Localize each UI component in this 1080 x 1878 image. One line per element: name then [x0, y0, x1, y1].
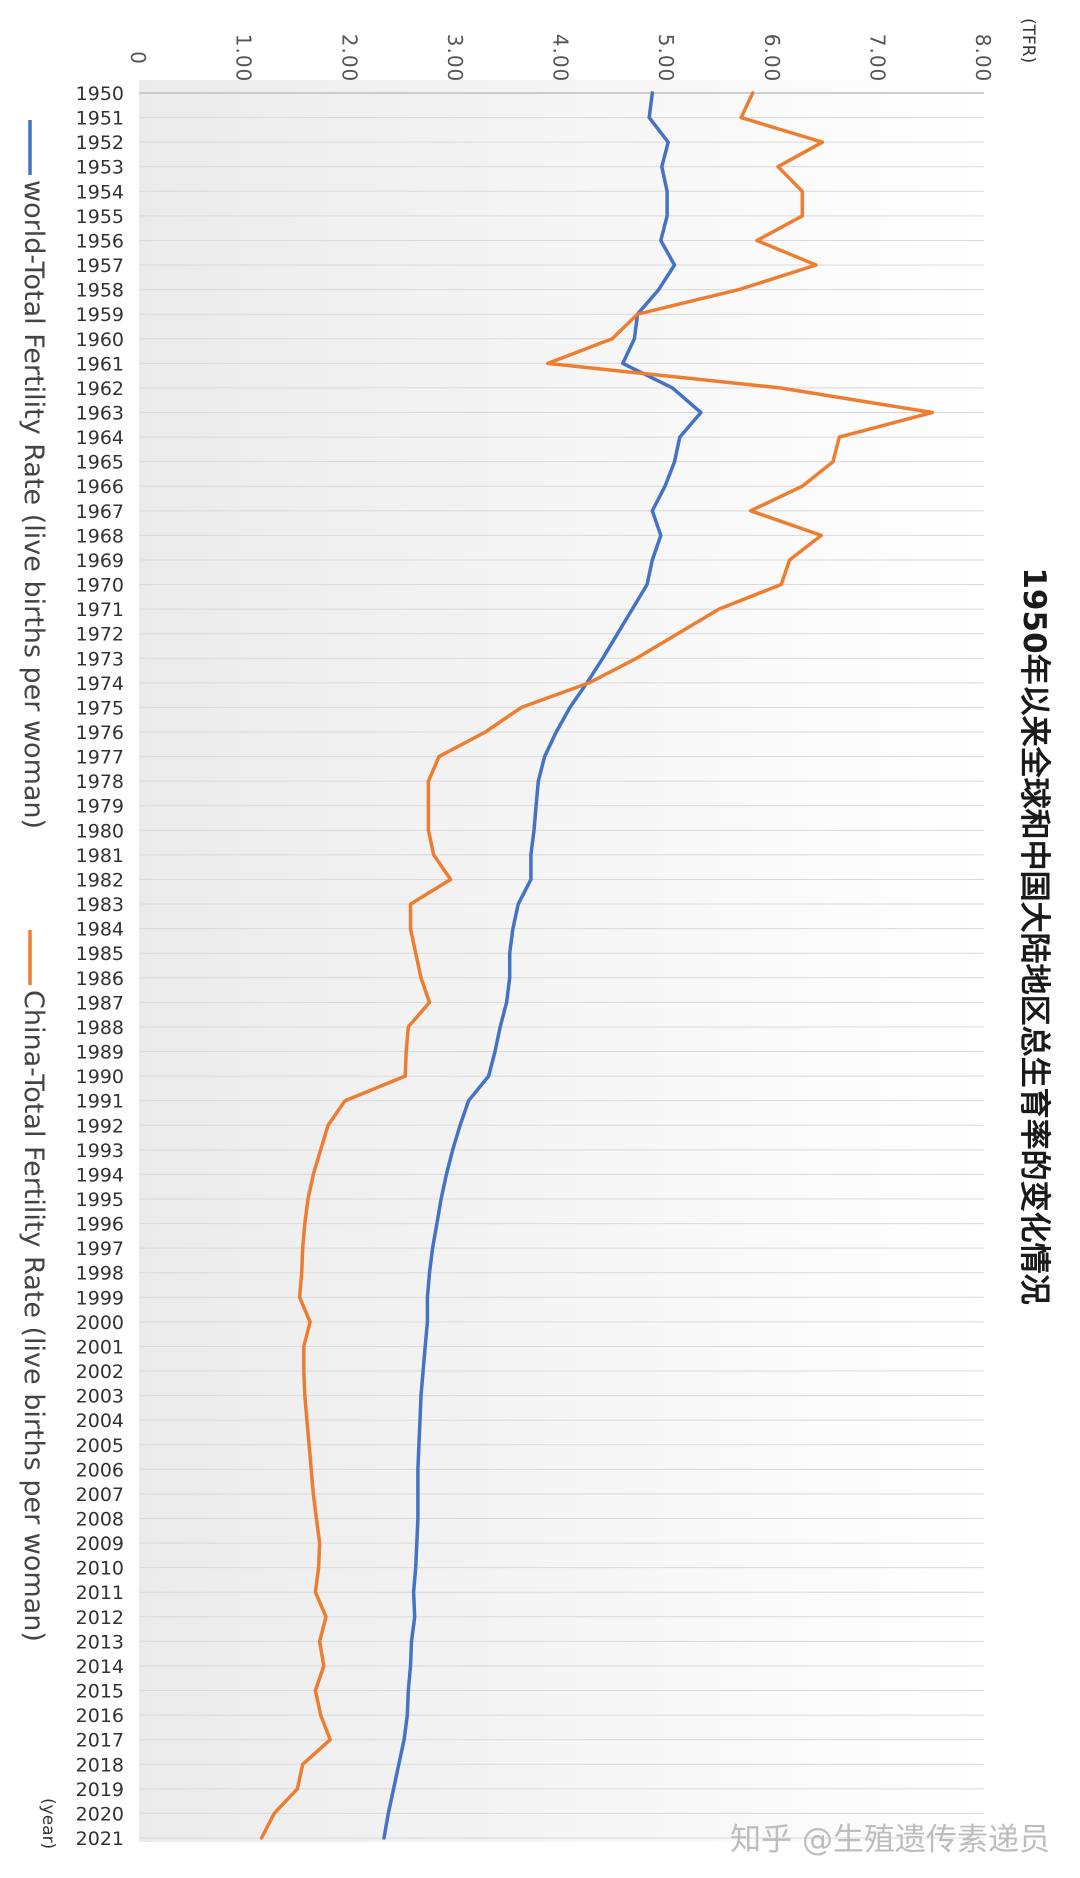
legend-label-china: China-Total Fertility Rate (live births … — [18, 990, 49, 1642]
year-tick-label: 1976 — [76, 722, 124, 744]
year-tick-label: 1995 — [76, 1189, 124, 1211]
year-tick-label: 1980 — [76, 820, 124, 842]
year-tick-label: 1998 — [76, 1263, 124, 1285]
year-tick-label: 1990 — [76, 1066, 124, 1088]
value-tick-label: 4.00 — [549, 34, 573, 83]
year-tick-label: 1972 — [76, 624, 124, 646]
year-tick-label: 2010 — [76, 1558, 124, 1580]
year-tick-label: 1973 — [76, 648, 124, 670]
year-tick-label: 2009 — [76, 1533, 124, 1555]
year-tick-label: 1988 — [76, 1017, 124, 1039]
year-tick-label: 1953 — [76, 157, 124, 179]
year-tick-label: 2004 — [76, 1410, 124, 1432]
year-tick-label: 1971 — [76, 599, 124, 621]
year-tick-label: 1975 — [76, 697, 124, 719]
year-tick-label: 1954 — [76, 181, 124, 203]
value-tick-label: 2.00 — [337, 34, 361, 83]
year-tick-label: 1955 — [76, 206, 124, 228]
year-tick-label: 1978 — [76, 771, 124, 793]
y-unit-label: (TFR) — [1018, 18, 1038, 63]
year-tick-label: 1957 — [76, 255, 124, 277]
year-tick-label: 1984 — [76, 919, 124, 941]
year-tick-label: 2008 — [76, 1508, 124, 1530]
series-lines — [259, 91, 934, 1840]
year-tick-label: 2005 — [76, 1435, 124, 1457]
year-tick-label: 1986 — [76, 968, 124, 990]
year-tick-label: 1970 — [76, 575, 124, 597]
year-tick-label: 1959 — [76, 304, 124, 326]
year-tick-label: 1977 — [76, 747, 124, 769]
chart-title: 1950年以来全球和中国大陆地区总生育率的变化情况 — [1016, 567, 1052, 1304]
year-tick-label: 1982 — [76, 869, 124, 891]
gridlines — [139, 92, 984, 1839]
year-tick-label: 1952 — [76, 132, 124, 154]
x-unit-label: (year) — [38, 1798, 58, 1849]
value-tick-label: 7.00 — [865, 34, 889, 83]
year-tick-label: 1966 — [76, 476, 124, 498]
year-tick-label: 1985 — [76, 943, 124, 965]
year-tick-label: 2001 — [76, 1336, 124, 1358]
watermark: 知乎 @生殖遗传素递员 — [730, 1822, 1050, 1858]
value-tick-label: 5.00 — [654, 34, 678, 83]
year-tick-label: 2017 — [76, 1730, 124, 1752]
year-tick-label: 2012 — [76, 1607, 124, 1629]
year-tick-label: 2016 — [76, 1705, 124, 1727]
year-tick-label: 1992 — [76, 1115, 124, 1137]
year-tick-label: 1950 — [76, 83, 124, 105]
year-tick-label: 1967 — [76, 501, 124, 523]
year-tick-label: 1964 — [76, 427, 124, 449]
year-tick-label: 1958 — [76, 280, 124, 302]
year-tick-label: 1951 — [76, 108, 124, 130]
year-tick-label: 2018 — [76, 1754, 124, 1776]
year-tick-label: 1989 — [76, 1042, 124, 1064]
value-tick-label: 8.00 — [971, 34, 995, 83]
legend-label-world: world-Total Fertility Rate (live births … — [18, 180, 49, 829]
year-tick-label: 2020 — [76, 1803, 124, 1825]
year-tick-label: 2002 — [76, 1361, 124, 1383]
year-tick-label: 1960 — [76, 329, 124, 351]
year-tick-label: 1994 — [76, 1164, 124, 1186]
value-tick-label: 3.00 — [443, 34, 467, 83]
year-tick-label: 1965 — [76, 452, 124, 474]
world-tfr-line — [382, 91, 703, 1840]
year-tick-label: 2015 — [76, 1681, 124, 1703]
value-tick-label: 0 — [126, 51, 150, 65]
year-tick-label: 1962 — [76, 378, 124, 400]
year-tick-label: 1987 — [76, 992, 124, 1014]
china-tfr-line — [259, 91, 934, 1840]
year-tick-label: 1999 — [76, 1287, 124, 1309]
year-tick-label: 2021 — [76, 1828, 124, 1850]
year-tick-label: 1961 — [76, 353, 124, 375]
value-tick-label: 1.00 — [232, 34, 256, 83]
year-tick-label: 1968 — [76, 525, 124, 547]
year-tick-label: 2007 — [76, 1484, 124, 1506]
year-tick-label: 2006 — [76, 1459, 124, 1481]
plot-area — [139, 80, 984, 1842]
year-tick-label: 2000 — [76, 1312, 124, 1334]
year-tick-label: 1996 — [76, 1214, 124, 1236]
year-tick-label: 1979 — [76, 796, 124, 818]
value-tick-label: 6.00 — [760, 34, 784, 83]
year-tick-label: 2011 — [76, 1582, 124, 1604]
year-tick-label: 1993 — [76, 1140, 124, 1162]
chart-labels: world-Total Fertility Rate (live births … — [18, 18, 1052, 1858]
year-tick-label: 2014 — [76, 1656, 124, 1678]
year-tick-label: 1991 — [76, 1091, 124, 1113]
year-tick-label: 1983 — [76, 894, 124, 916]
year-tick-label: 2019 — [76, 1779, 124, 1801]
year-tick-label: 2003 — [76, 1386, 124, 1408]
year-tick-label: 2013 — [76, 1631, 124, 1653]
year-tick-label: 1997 — [76, 1238, 124, 1260]
year-tick-label: 1969 — [76, 550, 124, 572]
year-tick-label: 1974 — [76, 673, 124, 695]
year-tick-label: 1956 — [76, 230, 124, 252]
year-tick-label: 1963 — [76, 403, 124, 425]
year-tick-label: 1981 — [76, 845, 124, 867]
